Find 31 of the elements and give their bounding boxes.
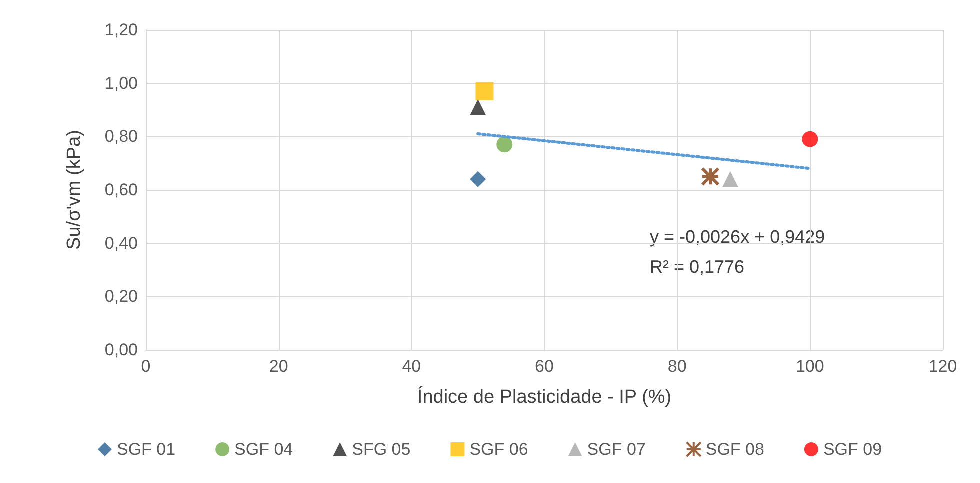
y-tick-label: 1,20 xyxy=(104,20,138,40)
y-axis-title: Su/σ'vm (kPa) xyxy=(64,130,85,250)
x-tick-label: 120 xyxy=(928,357,958,376)
y-tick-label: 0,20 xyxy=(104,287,138,306)
x-tick-label: 60 xyxy=(535,357,554,376)
x-tick-label: 80 xyxy=(668,357,687,376)
legend-label: SGF 04 xyxy=(234,440,294,459)
y-tick-label: 0,40 xyxy=(104,234,138,253)
legend-label: SGF 08 xyxy=(706,440,764,459)
point xyxy=(470,99,486,116)
y-tick-label: 0,80 xyxy=(104,127,138,146)
legend-label: SGF 09 xyxy=(823,440,882,459)
point xyxy=(802,131,818,148)
point xyxy=(496,136,513,153)
point xyxy=(722,171,738,188)
x-tick-label: 0 xyxy=(141,357,151,376)
x-tick-label: 100 xyxy=(796,357,824,376)
legend-label: SGF 07 xyxy=(587,440,646,459)
y-tick-label: 1,00 xyxy=(104,74,138,93)
x-tick-label: 20 xyxy=(269,357,288,376)
x-tick-label: 40 xyxy=(402,357,422,376)
point xyxy=(476,82,494,100)
legend-label: SFG 05 xyxy=(352,440,411,459)
annotation: y = -0,0026x + 0,9429 xyxy=(650,227,826,247)
legend-label: SGF 01 xyxy=(116,440,176,459)
y-tick-label: 0,60 xyxy=(104,180,138,200)
y-tick-label: 0,00 xyxy=(104,340,138,360)
point xyxy=(470,171,486,188)
point xyxy=(701,167,720,186)
legend-label: SGF 06 xyxy=(470,440,528,459)
x-axis-title: Índice de Plasticidade - IP (%) xyxy=(417,386,672,408)
